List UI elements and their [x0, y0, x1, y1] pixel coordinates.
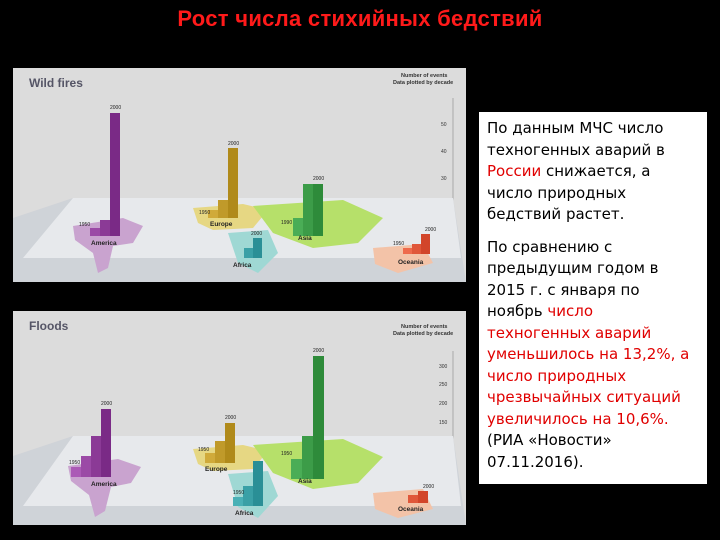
fl-year-4: 1950	[69, 460, 80, 466]
wf-tick-30: 30	[441, 176, 447, 182]
fl-tick-150: 150	[439, 420, 448, 426]
fl-bar-africa-2000	[253, 461, 263, 506]
floods-chart-panel: Floods Number of events Data plotted by …	[13, 311, 466, 525]
wf-year-3: 2000	[228, 141, 239, 147]
floods-legend-1: Number of events	[401, 324, 447, 330]
fl-label-asia: Asia	[298, 478, 312, 485]
wf-label-america: America	[91, 240, 117, 247]
fl-bar-europe-2000	[225, 423, 235, 463]
fl-bar-asia-b	[291, 459, 302, 479]
fl-bar-asia-a	[302, 436, 313, 479]
fl-bar-america-b	[81, 456, 91, 477]
wildfires-legend-2: Data plotted by decade	[393, 80, 453, 86]
fl-year-6: 1950	[233, 490, 244, 496]
wf-bar-oceania-2000	[421, 234, 430, 254]
wf-year-6: 2000	[251, 231, 262, 237]
p2-highlight-stats: число техногенных аварий уменьшилось на …	[487, 302, 690, 428]
fl-tick-200: 200	[439, 401, 448, 407]
fl-year-2: 1950	[198, 447, 209, 453]
wf-year-5: 1950	[199, 210, 210, 216]
wf-bar-europe-a	[218, 200, 228, 218]
p2-text-a: По сравнению с предыдущим годом в 2015 г…	[487, 237, 659, 321]
wf-label-africa: Africa	[233, 262, 252, 269]
fl-bar-asia-2000	[313, 356, 324, 479]
wf-bar-africa-a	[244, 248, 253, 258]
wf-bar-america-2000	[110, 113, 120, 236]
wf-tick-40: 40	[441, 149, 447, 155]
wf-bar-asia-b	[293, 218, 303, 236]
wf-bar-europe-2000	[228, 148, 238, 218]
floods-title: Floods	[29, 319, 69, 333]
wildfires-title: Wild fires	[29, 76, 83, 90]
wf-label-europe: Europe	[210, 221, 233, 228]
wf-bar-asia-2000	[313, 184, 323, 236]
wf-year-9: 1950	[393, 241, 404, 247]
fl-bar-europe-a	[215, 441, 225, 463]
fl-label-oceania: Oceania	[398, 506, 424, 513]
fl-year-1: 2000	[313, 348, 324, 354]
fl-bar-africa-b	[233, 497, 243, 506]
fl-bar-africa-a	[243, 486, 253, 506]
info-paragraph-1: По данным МЧС число техногенных аварий в…	[487, 118, 699, 226]
wf-year-7: 1990	[281, 220, 292, 226]
wf-bar-america-b	[90, 228, 100, 236]
fl-year-7: 1950	[281, 451, 292, 457]
fl-label-america: America	[91, 481, 117, 488]
fl-label-europe: Europe	[205, 466, 228, 473]
slide-title: Рост числа стихийных бедствий	[177, 6, 543, 31]
wf-label-oceania: Oceania	[398, 259, 424, 266]
fl-bar-oceania-a	[408, 495, 418, 503]
wf-year-8: 2000	[425, 227, 436, 233]
fl-tick-250: 250	[439, 382, 448, 388]
info-paragraph-2: По сравнению с предыдущим годом в 2015 г…	[487, 237, 699, 474]
wf-year-4: 2000	[313, 176, 324, 182]
wf-bar-oceania-b	[403, 248, 412, 254]
floods-legend-2: Data plotted by decade	[393, 331, 453, 337]
fl-year-5: 2000	[225, 415, 236, 421]
fl-year-3: 2000	[101, 401, 112, 407]
wf-bar-europe-b	[208, 210, 218, 218]
p1-text-b: снижается, а число природных бедствий ра…	[487, 162, 651, 223]
fl-year-8: 2000	[423, 484, 434, 490]
wf-bar-america-a	[100, 220, 110, 236]
p2-text-source: (РИА «Новости» 07.11.2016).	[487, 431, 612, 471]
p1-text-a: По данным МЧС число техногенных аварий в	[487, 119, 665, 159]
wf-label-asia: Asia	[298, 235, 312, 242]
fl-bar-america-a	[91, 436, 101, 477]
wildfires-legend-1: Number of events	[401, 73, 447, 79]
wf-tick-50: 50	[441, 122, 447, 128]
wf-year-1: 2000	[110, 105, 121, 111]
info-text-box: По данным МЧС число техногенных аварий в…	[479, 112, 707, 484]
fl-tick-300: 300	[439, 364, 448, 370]
wf-year-2: 1950	[79, 222, 90, 228]
wf-bar-asia-a	[303, 184, 313, 236]
wildfires-chart-panel: Wild fires Number of events Data plotted…	[13, 68, 466, 282]
wf-bar-oceania-a	[412, 244, 421, 254]
fl-bar-europe-b	[205, 453, 215, 463]
fl-bar-america-2000	[101, 409, 111, 477]
p1-highlight-russia: России	[487, 162, 542, 180]
fl-bar-oceania-2000	[418, 491, 428, 503]
wf-bar-africa-2000	[253, 238, 262, 258]
fl-label-africa: Africa	[235, 510, 254, 517]
fl-bar-america-c	[71, 467, 81, 477]
